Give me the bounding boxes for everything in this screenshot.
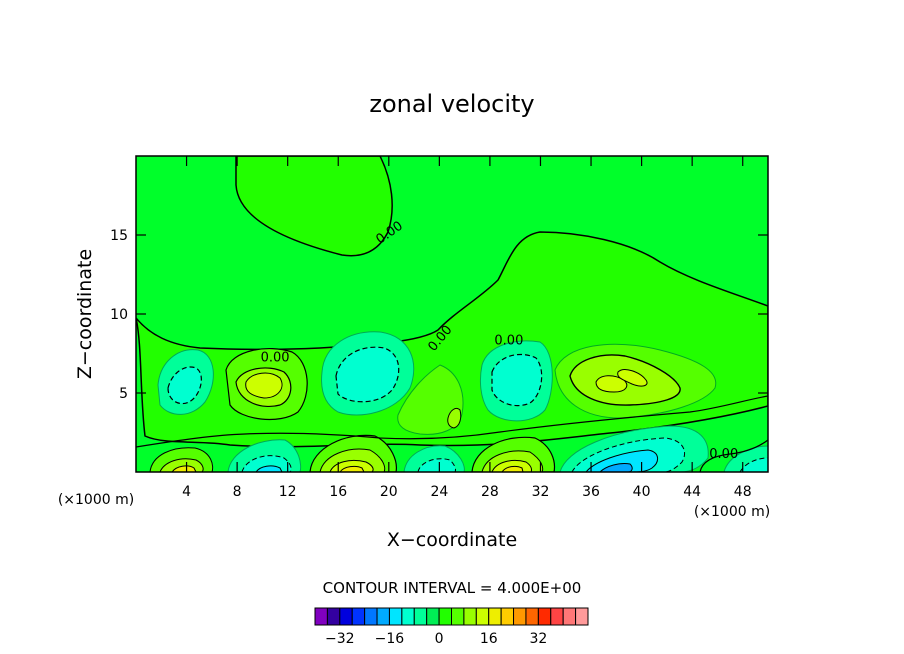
contour-interval-text: CONTOUR INTERVAL = 4.000E+00: [323, 579, 582, 597]
x-unit-right: (×1000 m): [694, 504, 770, 520]
x-axis: 4 8 12 16 20 24 28 32 36 40 44 48: [182, 156, 752, 500]
colorbar-swatch: [376, 607, 390, 626]
colorbar-swatch: [388, 607, 403, 626]
contour-label: 0.00: [494, 333, 523, 348]
cell-neg-3: [479, 340, 553, 422]
cell-pos-3: [554, 343, 717, 419]
region-upper-weak-positive: [235, 156, 393, 257]
x-tick-label: 24: [430, 484, 448, 500]
y-tick-label: 10: [110, 307, 128, 323]
colorbar-swatch: [339, 607, 353, 626]
x-tick-label: 28: [481, 484, 499, 500]
cell-surface-neg-2: [403, 445, 465, 472]
colorbar-tick-label: −32: [325, 631, 355, 647]
y-tick-label: 15: [110, 228, 128, 244]
x-tick-label: 44: [683, 484, 701, 500]
cell-neg-1: [157, 349, 214, 415]
colorbar: −32 −16 0 16 32: [314, 607, 589, 647]
cell-surface-pos-3: [471, 436, 556, 472]
y-axis: 5 10 15: [110, 228, 768, 402]
cell-surface-neg-3: [559, 425, 709, 472]
colorbar-tick-label: −16: [375, 631, 405, 647]
x-unit-left: (×1000 m): [58, 492, 134, 508]
colorbar-swatch: [401, 607, 415, 626]
colorbar-swatch: [488, 607, 502, 626]
x-tick-label: 20: [380, 484, 398, 500]
x-tick-label: 4: [182, 484, 191, 500]
y-axis-label: Z−coordinate: [74, 249, 96, 379]
colorbar-swatch: [525, 607, 539, 626]
x-tick-label: 8: [233, 484, 242, 500]
contour-regions: [136, 156, 768, 472]
colorbar-swatch: [438, 607, 453, 626]
contour-line-right-edge: [699, 439, 768, 472]
colorbar-swatch: [500, 607, 515, 626]
colorbar-swatch: [575, 607, 589, 626]
contour-label: 0.00: [261, 351, 290, 366]
cell-pos-1: [225, 347, 308, 420]
colorbar-swatch: [426, 607, 440, 626]
colorbar-swatch: [364, 607, 378, 626]
cell-surface-pos-1: [149, 447, 214, 472]
cell-pos-2: [397, 364, 464, 435]
colorbar-swatch: [513, 607, 527, 626]
colorbar-swatch: [451, 607, 465, 626]
colorbar-swatch: [413, 607, 428, 626]
colorbar-tick-label: 0: [435, 631, 444, 647]
colorbar-swatch: [463, 607, 477, 626]
colorbar-swatch: [351, 607, 366, 626]
x-tick-label: 16: [329, 484, 347, 500]
x-axis-label: X−coordinate: [387, 529, 517, 551]
colorbar-swatch: [537, 607, 552, 626]
colorbar-tick-label: 16: [480, 631, 498, 647]
x-tick-label: 12: [279, 484, 297, 500]
x-tick-label: 48: [734, 484, 752, 500]
colorbar-swatch: [562, 607, 577, 626]
colorbar-swatch: [326, 607, 341, 626]
chart-title: zonal velocity: [369, 90, 534, 118]
cell-neg-2: [321, 331, 415, 416]
plot-area: 0.000.000.000.000.00 4 8 12 16 20 24 28 32 36 40 4…: [110, 155, 769, 500]
cell-surface-pos-2: [309, 434, 397, 472]
x-tick-label: 36: [582, 484, 600, 500]
x-tick-label: 32: [532, 484, 550, 500]
colorbar-swatch: [475, 607, 490, 626]
colorbar-tick-label: 32: [529, 631, 547, 647]
contour-label: 0.00: [709, 447, 738, 462]
colorbar-swatch: [550, 607, 564, 626]
contour-line-surface: [136, 395, 768, 448]
x-tick-label: 40: [633, 484, 651, 500]
cell-surface-neg-1: [227, 439, 302, 472]
y-tick-label: 5: [119, 386, 128, 402]
contour-labels: 0.000.000.000.000.00: [261, 219, 739, 462]
colorbar-swatch: [314, 607, 328, 626]
